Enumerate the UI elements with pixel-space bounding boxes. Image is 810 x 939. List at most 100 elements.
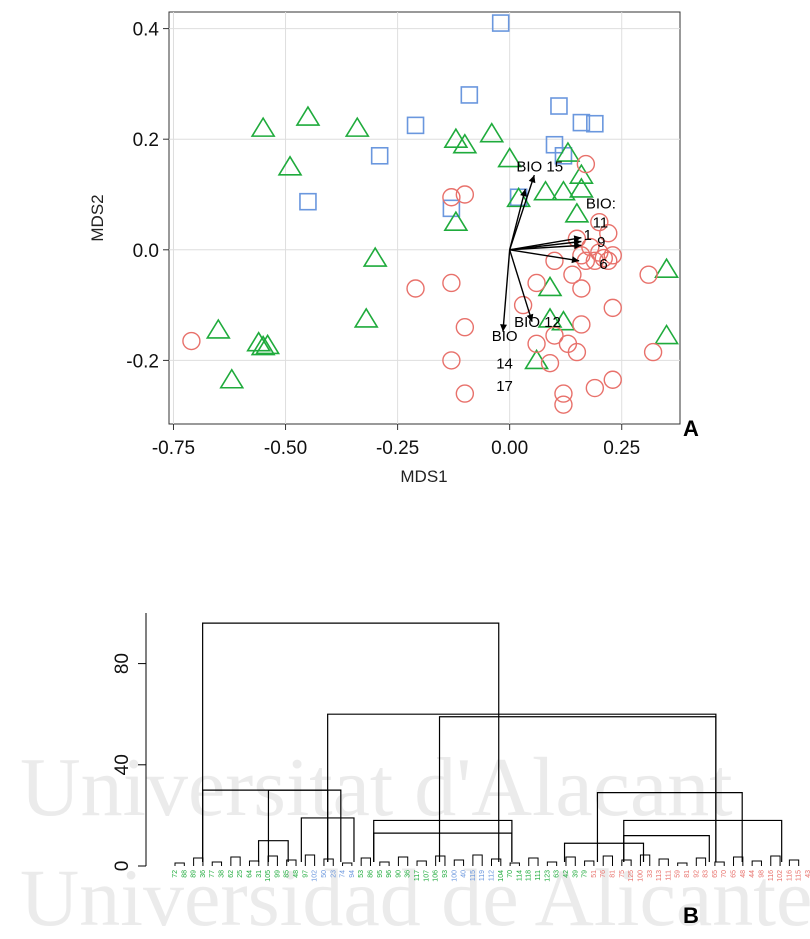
leaf-label: 116 [768, 870, 775, 881]
circle-marker [567, 342, 587, 362]
leaf-label: 83 [703, 870, 710, 878]
square-marker [586, 114, 604, 133]
watermark-line-1: Universitat d'Alacant [20, 741, 733, 834]
leaf-label: 104 [498, 870, 505, 882]
circle-marker [455, 318, 475, 337]
leaf-label: 59 [675, 870, 682, 878]
dendrogram-leaf-link [472, 854, 483, 866]
vector-line [502, 249, 511, 332]
dendrogram-leaf-link [230, 856, 241, 866]
vector-line [509, 244, 582, 251]
leaf-label: 64 [246, 870, 253, 878]
circle-marker [554, 395, 573, 414]
leaf-label: 107 [423, 870, 430, 882]
x-tick-label: -0.75 [152, 438, 195, 459]
bioclim-vectors [500, 174, 582, 332]
leaf-label: 25 [237, 870, 244, 878]
leaf-label: 36 [200, 870, 207, 878]
y-axis-label: MDS2 [88, 194, 107, 241]
leaf-label: 98 [758, 870, 765, 878]
vector-arrowhead [571, 256, 580, 264]
leaf-label: 81 [684, 870, 691, 878]
leaf-label: 113 [656, 870, 663, 881]
circle-marker [442, 273, 461, 293]
dendrogram-link [257, 840, 289, 862]
dendrogram-y-ticks: 0 40 80 [112, 653, 146, 871]
triangle-marker [250, 116, 276, 137]
dendrogram-leaf-link [621, 859, 632, 866]
leaf-label: 33 [647, 870, 654, 878]
triangle-marker [205, 318, 231, 339]
leaf-label: 93 [442, 870, 449, 878]
leaf-label: 63 [554, 870, 561, 878]
circle-marker [585, 378, 605, 398]
watermark-line-2: Universidad de Alicante [20, 852, 810, 939]
dendrogram-leaf-link [286, 859, 297, 866]
dendrogram-leaf-link [546, 861, 558, 866]
dendrogram-leaf-link [360, 857, 371, 866]
square-marker [572, 113, 591, 132]
circle-marker [545, 251, 564, 271]
leaf-label: 111 [535, 870, 542, 881]
leaf-label: 38 [219, 870, 226, 878]
leaf-label: 92 [693, 870, 700, 878]
leaf-label: 114 [516, 870, 523, 881]
leaf-label: 86 [367, 870, 374, 878]
leaf-label: 39 [572, 870, 579, 878]
leaf-label: 102 [777, 870, 784, 882]
leaf-label: 90 [395, 870, 402, 878]
leaf-label: 118 [526, 870, 533, 881]
leaf-label: 95 [377, 870, 384, 878]
leaf-label: 99 [274, 870, 281, 878]
vector-label: BIO 12 [514, 314, 561, 331]
dendrogram-leaf-link [267, 855, 278, 866]
dendrogram-leaf-link [584, 860, 595, 866]
vector-line [509, 249, 580, 262]
circle-marker [554, 384, 573, 403]
dendrogram-leaf-link [323, 858, 334, 866]
x-tick-label: -0.25 [376, 438, 419, 459]
panel-label-b: B [683, 903, 699, 928]
leaf-label: 36 [405, 870, 412, 878]
circle-marker [572, 315, 591, 334]
dendrogram-leaf-link [379, 861, 390, 866]
grid-lines [169, 12, 680, 424]
leaf-label: 102 [312, 870, 319, 882]
triangle-marker [353, 307, 379, 328]
leaf-label: 74 [340, 870, 347, 878]
x-tick-label: 0.25 [603, 438, 640, 459]
dendrogram-leaf-link [751, 860, 762, 866]
triangle-marker [443, 210, 469, 231]
triangle-marker [555, 141, 581, 162]
circle-marker [603, 370, 622, 389]
leaf-label: 89 [191, 870, 198, 878]
x-axis-label: MDS1 [400, 467, 447, 486]
triangle-marker [277, 155, 303, 176]
vector-label: BIO [492, 328, 518, 345]
leaf-label: 106 [433, 870, 440, 882]
leaf-label: 42 [563, 870, 570, 878]
dendrogram-branches [174, 622, 800, 866]
square-marker [406, 116, 425, 135]
square-marker [460, 86, 479, 104]
dendrogram-link [596, 792, 743, 862]
triangle-marker [506, 186, 532, 208]
circle-marker [527, 273, 546, 293]
leaf-label: 97 [302, 870, 309, 878]
dendrogram-link [202, 622, 500, 862]
circle-marker [603, 298, 622, 318]
vector-label: BIO 15 [516, 158, 563, 175]
circle-marker [455, 384, 475, 403]
dendrogram-leaf-link [304, 854, 316, 866]
leaf-label: 44 [749, 870, 756, 878]
dendrogram-leaf-link [435, 855, 446, 866]
circle-marker [527, 334, 546, 354]
triangle-marker [255, 333, 281, 355]
panel-label-a: A [683, 416, 699, 441]
dendrogram-leaf-link [677, 862, 688, 866]
square-marker [545, 135, 564, 154]
leaf-label: 48 [740, 870, 747, 878]
dendrogram-link [623, 835, 710, 862]
x-tick-label: -0.50 [264, 438, 307, 459]
